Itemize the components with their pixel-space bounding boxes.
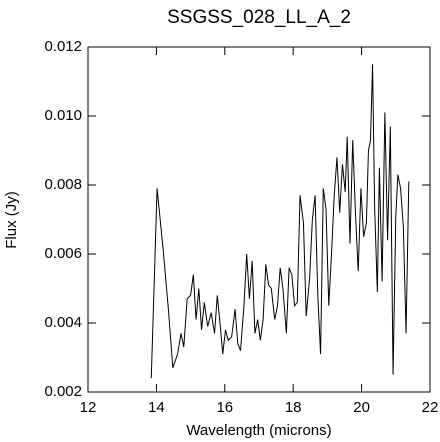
- x-tick-label: 20: [353, 399, 370, 416]
- x-tick-label: 14: [148, 399, 165, 416]
- x-tick-label: 16: [216, 399, 233, 416]
- x-axis-label: Wavelength (microns): [186, 422, 331, 439]
- data-line: [150, 64, 410, 379]
- chart-title: SSGSS_028_LL_A_2: [167, 7, 351, 28]
- y-tick-label: 0.012: [44, 38, 82, 55]
- x-tick-label: 18: [285, 399, 302, 416]
- plot-frame: [87, 46, 431, 393]
- y-axis-label: Flux (Jy): [3, 191, 20, 249]
- y-tick-label: 0.010: [44, 107, 82, 124]
- x-tick-label: 12: [80, 399, 97, 416]
- y-tick-label: 0.008: [44, 176, 82, 193]
- x-tick-label: 22: [422, 399, 439, 416]
- y-tick-label: 0.004: [44, 314, 82, 331]
- y-tick-label: 0.002: [44, 383, 82, 400]
- y-tick-label: 0.006: [44, 245, 82, 262]
